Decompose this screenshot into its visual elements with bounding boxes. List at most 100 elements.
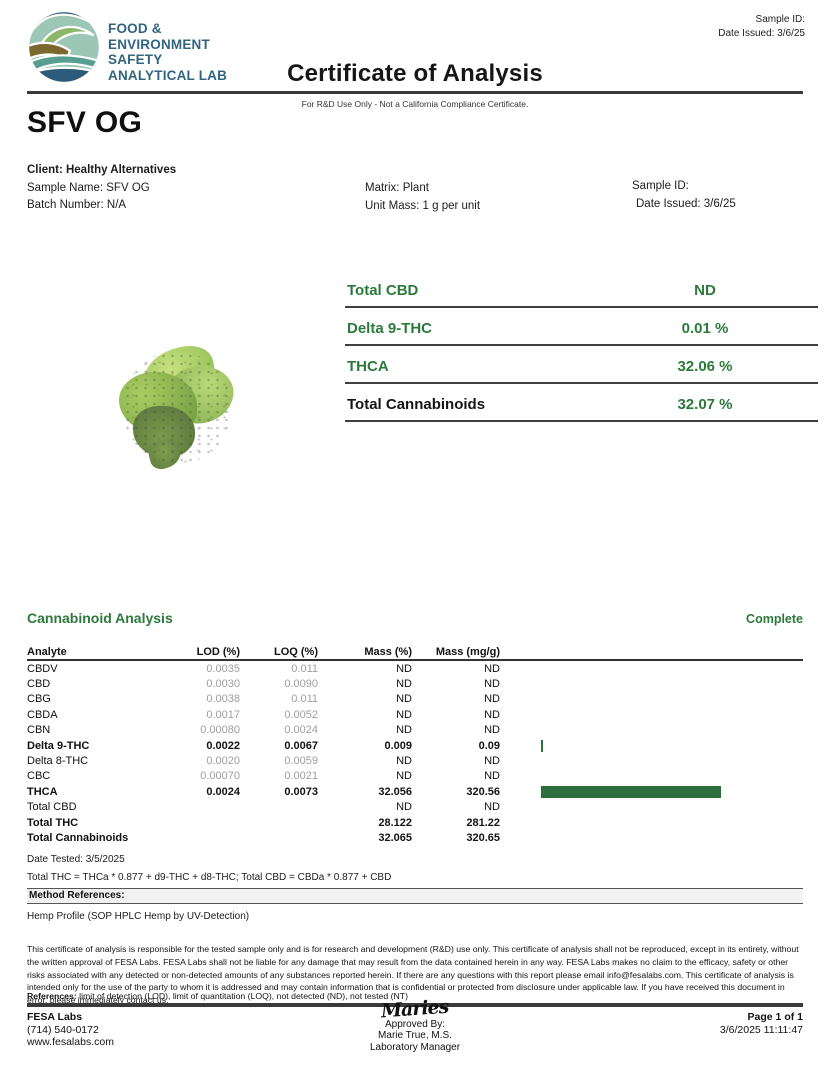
analysis-row: THCA 0.0024 0.0073 32.056 320.56 — [27, 784, 803, 799]
disclaimer-text: This certificate of analysis is responsi… — [27, 944, 799, 1006]
mass-mgg-cell: ND — [484, 801, 500, 814]
analyte-cell: CBD — [27, 678, 51, 691]
bar-cell — [500, 801, 803, 813]
analyte-cell: CBC — [27, 770, 51, 783]
summary-analyte-value: 32.06 % — [677, 358, 733, 375]
header-date-issued: Date Issued: 3/6/25 — [718, 28, 805, 39]
bar-cell — [500, 678, 803, 690]
mass-pct-cell: ND — [396, 801, 412, 814]
loq-cell: 0.0024 — [284, 724, 318, 737]
mass-pct-cell: ND — [396, 770, 412, 783]
analyte-cell: THCA — [27, 785, 58, 798]
logo-line: FOOD & — [108, 21, 162, 36]
lod-cell: 0.0024 — [206, 785, 240, 798]
loq-cell: 0.0021 — [284, 770, 318, 783]
loq-cell: 0.0067 — [284, 739, 318, 752]
summary-analyte-label: Total CBD — [347, 282, 419, 299]
summary-row: Total Cannabinoids 32.07 % — [345, 384, 818, 422]
sample-photo — [30, 230, 300, 570]
mass-pct-cell: 32.065 — [378, 831, 412, 844]
method-reference-text: Hemp Profile (SOP HPLC Hemp by UV-Detect… — [27, 911, 250, 922]
analyte-cell: Total THC — [27, 816, 79, 829]
summary-analyte-value: ND — [694, 282, 716, 299]
analysis-row: Delta 9-THC 0.0022 0.0067 0.009 0.09 — [27, 738, 803, 753]
approved-by-label: Approved By: — [384, 1018, 446, 1030]
analysis-row: Total Cannabinoids 32.065 320.65 — [27, 830, 803, 845]
bar-cell — [500, 755, 803, 767]
logo-line: ENVIRONMENT — [108, 36, 210, 52]
mass-pct-cell: ND — [396, 678, 412, 691]
analysis-row: Delta 8-THC 0.0020 0.0059 ND ND — [27, 753, 803, 768]
summary-analyte-label: Delta 9-THC — [347, 320, 433, 337]
mass-pct-cell: 0.009 — [384, 739, 412, 752]
mass-mgg-cell: ND — [484, 770, 500, 783]
client-name: Client: Healthy Alternatives — [27, 164, 177, 176]
bar-cell — [500, 785, 803, 798]
analysis-row: Total CBD ND ND — [27, 800, 803, 815]
lod-cell: 0.0035 — [206, 662, 240, 675]
bar-cell — [500, 709, 803, 721]
bar-cell — [500, 663, 803, 675]
analyte-cell: Total CBD — [27, 801, 77, 814]
mass-mgg-cell: 0.09 — [478, 739, 500, 752]
analysis-row: CBD 0.0030 0.0090 ND ND — [27, 676, 803, 691]
document-title: Certificate of Analysis — [287, 60, 543, 87]
sample-id-line: Sample ID: — [632, 180, 689, 192]
cannabis-bud-image — [115, 341, 265, 472]
mass-bar — [541, 739, 543, 752]
bar-cell — [500, 832, 803, 844]
summary-analyte-value: 0.01 % — [681, 320, 729, 337]
total-thc-formula: Total THC = THCa * 0.877 + d9-THC + d8-T… — [27, 872, 392, 883]
lod-cell: 0.0017 — [206, 708, 240, 721]
mass-pct-cell: ND — [396, 708, 412, 721]
analyte-cell: CBN — [27, 724, 51, 737]
summary-analyte-label: THCA — [347, 358, 389, 375]
loq-cell: 0.0052 — [284, 708, 318, 721]
footer-divider — [27, 1003, 803, 1007]
fesa-logo-icon — [29, 12, 99, 82]
mass-mgg-cell: ND — [484, 755, 500, 768]
mass-pct-cell: ND — [396, 662, 412, 675]
section-title: Cannabinoid Analysis — [27, 610, 173, 626]
approver-name: Marie True, M.S. — [378, 1030, 452, 1041]
references-line: References: limit of detection (LOD), li… — [27, 991, 803, 1001]
mass-mgg-cell: 281.22 — [466, 816, 500, 829]
sample-id-block: Sample ID: Date Issued: 3/6/25 — [632, 177, 736, 213]
col-loq: LOQ (%) — [274, 646, 318, 658]
loq-cell: 0.0073 — [284, 785, 318, 798]
lod-cell: 0.00080 — [200, 724, 240, 737]
analyte-cell: Delta 8-THC — [27, 755, 89, 768]
summary-row: Total CBD ND — [345, 270, 818, 308]
analysis-row: CBN 0.00080 0.0024 ND ND — [27, 723, 803, 738]
header-meta: Sample ID: Date Issued: 3/6/25 — [718, 13, 805, 41]
mass-mgg-cell: ND — [484, 662, 500, 675]
footer-lab-block: FESA Labs (714) 540-0172 www.fesalabs.co… — [27, 1011, 114, 1049]
mass-pct-cell: ND — [396, 755, 412, 768]
lab-name-logo-text: FOOD & ENVIRONMENT SAFETY ANALYTICAL LAB — [108, 21, 227, 83]
references-label: References: — [27, 991, 77, 1001]
mass-pct-cell: ND — [396, 693, 412, 706]
summary-row: THCA 32.06 % — [345, 346, 818, 384]
col-lod: LOD (%) — [196, 646, 240, 658]
analysis-row: CBC 0.00070 0.0021 ND ND — [27, 769, 803, 784]
footer-lab-name: FESA Labs — [27, 1011, 83, 1023]
date-issued-line: Date Issued: 3/6/25 — [636, 198, 736, 210]
analysis-rows: CBDV 0.0035 0.011 ND ND CBD 0.0030 0.0090 ND ND CB… — [27, 661, 803, 846]
col-mass-pct: Mass (%) — [364, 646, 412, 658]
logo-line: SAFETY — [108, 52, 163, 67]
lod-cell: 0.0020 — [206, 755, 240, 768]
footer-website-link[interactable]: www.fesalabs.com — [27, 1036, 114, 1048]
bar-cell — [500, 693, 803, 705]
mass-pct-cell: ND — [396, 724, 412, 737]
document-subtitle: For R&D Use Only - Not a California Comp… — [301, 99, 529, 109]
loq-cell: 0.0090 — [284, 678, 318, 691]
analyte-cell: CBG — [27, 693, 51, 706]
summary-row: Delta 9-THC 0.01 % — [345, 308, 818, 346]
matrix-info-block: Matrix: Plant Unit Mass: 1 g per unit — [365, 180, 480, 215]
sample-name-line: Sample Name: SFV OG — [27, 181, 150, 194]
date-tested: Date Tested: 3/5/2025 — [27, 854, 125, 865]
analysis-row: CBG 0.0038 0.011 ND ND — [27, 692, 803, 707]
approval-block: Maries Approved By: Marie True, M.S. Lab… — [0, 996, 830, 1053]
summary-analyte-label: Total Cannabinoids — [347, 396, 486, 413]
